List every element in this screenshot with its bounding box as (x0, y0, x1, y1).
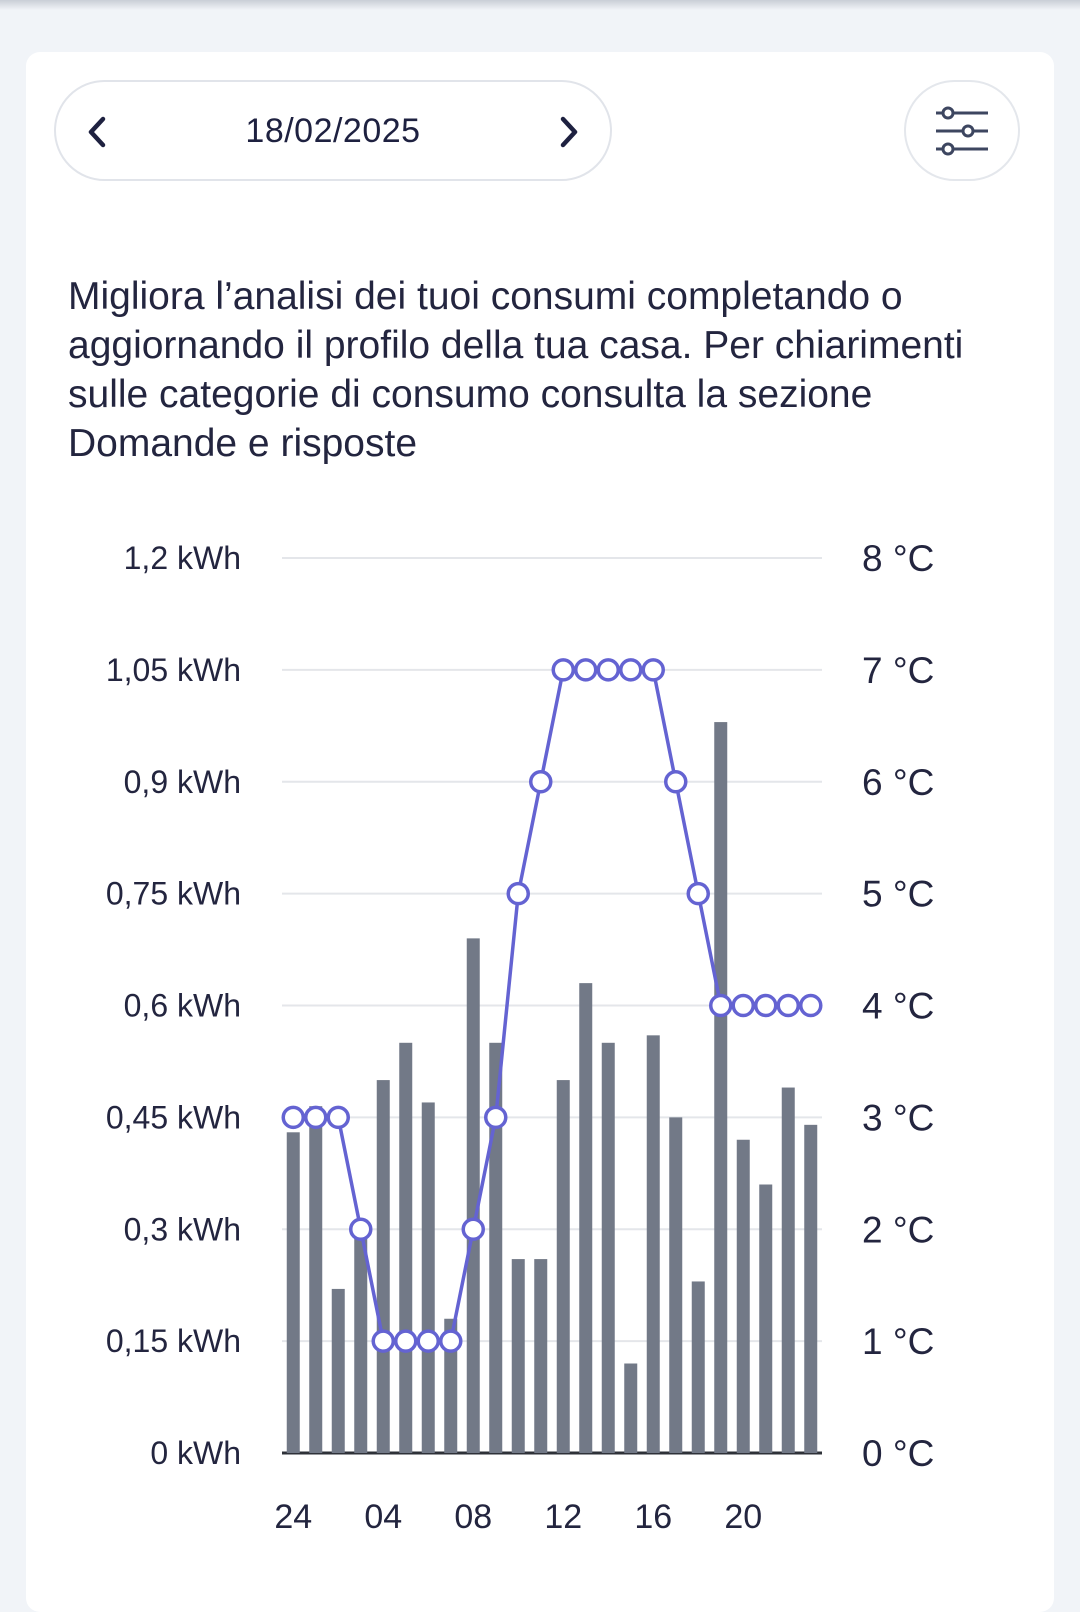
x-tick-label: 04 (364, 1498, 402, 1536)
y-left-tick-label: 1,2 kWh (124, 540, 241, 576)
y-right-tick-label: 1 °C (862, 1321, 934, 1362)
consumption-bar[interactable] (421, 1102, 435, 1453)
consumption-bar[interactable] (736, 1139, 750, 1453)
y-left-tick-label: 0,6 kWh (124, 988, 241, 1024)
consumption-bar[interactable] (624, 1363, 638, 1454)
consumption-bar[interactable] (781, 1087, 795, 1453)
temperature-point[interactable] (439, 1329, 463, 1353)
consumption-bar[interactable] (534, 1259, 548, 1453)
y-right-tick-label: 4 °C (862, 986, 934, 1027)
consumption-bar[interactable] (376, 1080, 390, 1453)
temperature-point[interactable] (304, 1105, 328, 1130)
sliders-icon (936, 106, 988, 155)
x-tick-label: 08 (454, 1498, 492, 1536)
y-right-tick-label: 3 °C (862, 1097, 934, 1138)
y-right-tick-label: 0 °C (862, 1433, 934, 1474)
temperature-point[interactable] (664, 770, 688, 794)
y-right-tick-label: 6 °C (862, 762, 934, 803)
temperature-point[interactable] (619, 658, 643, 682)
filter-button[interactable] (904, 80, 1020, 181)
consumption-bar[interactable] (286, 1132, 300, 1453)
y-left-tick-label: 0 kWh (150, 1435, 241, 1471)
consumption-bar[interactable] (669, 1117, 683, 1453)
temperature-point[interactable] (506, 881, 530, 906)
temperature-point[interactable] (281, 1105, 305, 1130)
current-date: 18/02/2025 (245, 112, 421, 150)
temperature-point[interactable] (776, 993, 800, 1018)
y-right-tick-label: 7 °C (862, 650, 934, 691)
consumption-bar[interactable] (331, 1288, 345, 1453)
temperature-point[interactable] (709, 993, 733, 1018)
consumption-bar[interactable] (466, 938, 480, 1453)
consumption-bar[interactable] (804, 1124, 818, 1453)
chevron-right-icon (560, 116, 578, 148)
temperature-point[interactable] (529, 770, 553, 794)
y-left-tick-label: 0,75 kWh (106, 876, 241, 912)
y-left-tick-label: 1,05 kWh (106, 652, 241, 688)
consumption-bar[interactable] (489, 1042, 503, 1453)
temperature-point[interactable] (731, 993, 755, 1018)
y-right-tick-label: 5 °C (862, 874, 934, 915)
y-left-tick-label: 0,3 kWh (124, 1211, 241, 1247)
y-right-tick-label: 2 °C (862, 1209, 934, 1250)
chevron-left-icon (88, 116, 106, 148)
temperature-point[interactable] (394, 1329, 418, 1353)
x-tick-label: 24 (274, 1498, 312, 1536)
consumption-bar[interactable] (601, 1042, 615, 1453)
temperature-point[interactable] (596, 658, 620, 682)
temperature-point[interactable] (799, 993, 823, 1018)
consumption-bar[interactable] (646, 1035, 660, 1453)
consumption-chart: 0 kWh 0,15 kWh 0,3 kWh 0,45 kWh 0,6 kWh 0,75 … (106, 538, 935, 1536)
previous-day-button[interactable] (68, 102, 128, 162)
temperature-point[interactable] (461, 1217, 485, 1241)
x-tick-label: 20 (724, 1498, 762, 1536)
date-navigator: 18/02/2025 (54, 80, 612, 181)
consumption-bar[interactable] (714, 722, 728, 1453)
next-day-button[interactable] (538, 102, 598, 162)
y-right-tick-label: 8 °C (862, 538, 934, 579)
temperature-point[interactable] (326, 1105, 350, 1130)
temperature-point[interactable] (574, 658, 598, 682)
consumption-bar[interactable] (354, 1229, 368, 1453)
temperature-point[interactable] (686, 881, 710, 906)
y-left-tick-label: 0,45 kWh (106, 1099, 241, 1135)
temperature-point[interactable] (349, 1217, 373, 1241)
x-tick-label: 12 (544, 1498, 582, 1536)
x-tick-label: 16 (634, 1498, 672, 1536)
top-shadow (0, 0, 1080, 10)
temperature-point[interactable] (641, 658, 665, 682)
consumption-bar[interactable] (309, 1106, 323, 1453)
consumption-bar[interactable] (691, 1281, 705, 1453)
consumption-bar[interactable] (579, 983, 593, 1453)
y-left-tick-label: 0,9 kWh (124, 764, 241, 800)
temperature-point[interactable] (551, 658, 575, 682)
temperature-point[interactable] (754, 993, 778, 1018)
consumption-bar[interactable] (511, 1259, 525, 1453)
temperature-point[interactable] (371, 1329, 395, 1353)
temperature-point[interactable] (416, 1329, 440, 1353)
consumption-bar[interactable] (399, 1042, 413, 1453)
y-left-tick-label: 0,15 kWh (106, 1323, 241, 1359)
consumption-bar[interactable] (556, 1080, 570, 1453)
temperature-point[interactable] (484, 1105, 508, 1130)
consumption-bar[interactable] (759, 1184, 773, 1454)
profile-info-text: Migliora l’analisi dei tuoi consumi comp… (68, 275, 964, 465)
